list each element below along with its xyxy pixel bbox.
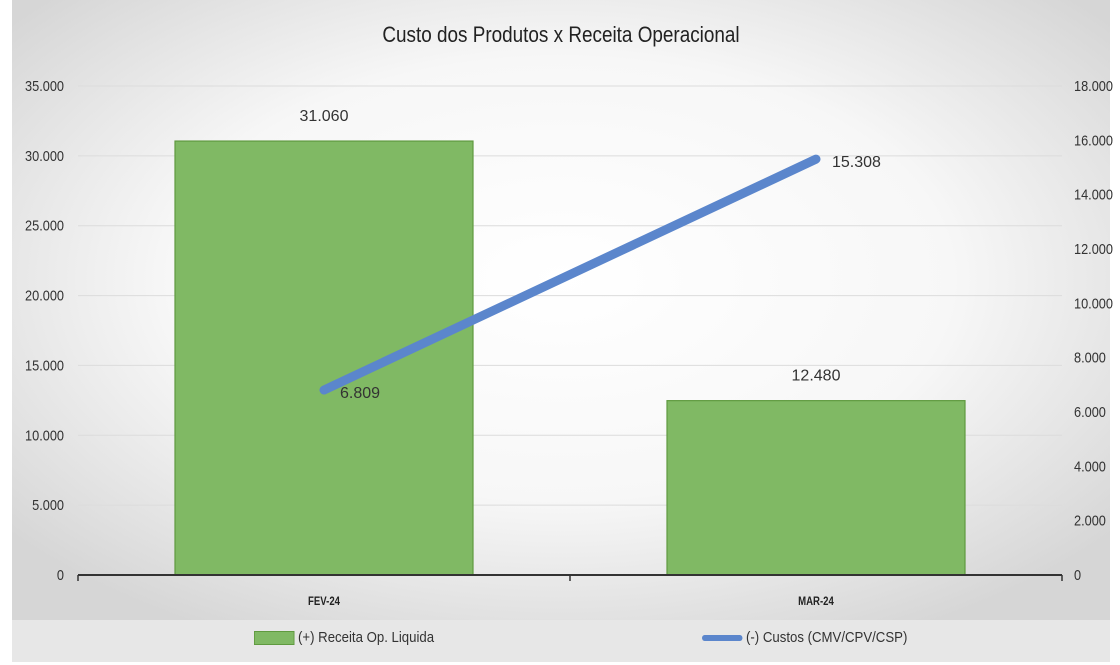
legend-label-receita: (+) Receita Op. Liquida (298, 629, 435, 646)
y-right-tick-label: 18.000 (1074, 77, 1113, 94)
legend: (+) Receita Op. Liquida (-) Custos (CMV/… (12, 620, 1110, 662)
y-left-tick-label: 25.000 (25, 217, 64, 234)
y-right-tick-label: 10.000 (1074, 294, 1113, 311)
line-value-label: 15.308 (832, 154, 881, 171)
x-tick-label: MAR-24 (798, 595, 834, 608)
axes: 0 5.000 10.000 15.000 20.000 25.000 30.000 35.0… (25, 77, 1113, 608)
legend-swatch-bar (254, 630, 295, 645)
legend-swatch-line (702, 634, 743, 641)
y-right-tick-label: 6.000 (1074, 403, 1106, 420)
y-right-tick-label: 4.000 (1074, 457, 1106, 474)
y-right-tick-label: 8.000 (1074, 349, 1106, 366)
bar-series (174, 140, 966, 576)
y-right-tick-label: 12.000 (1074, 240, 1113, 257)
y-right-tick-label: 16.000 (1074, 131, 1113, 148)
y-left-tick-label: 15.000 (25, 356, 64, 373)
y-left-tick-label: 5.000 (32, 496, 64, 513)
y-left-tick-label: 30.000 (25, 147, 64, 164)
y-right-tick-label: 2.000 (1074, 512, 1106, 529)
y-left-tick-label: 20.000 (25, 287, 64, 304)
chart-title: Custo dos Produtos x Receita Operacional (382, 23, 739, 48)
line-point (812, 155, 820, 164)
data-labels: 31.060 12.480 6.809 15.308 (300, 108, 882, 402)
line-series (319, 154, 821, 395)
bar-value-label: 12.480 (792, 368, 841, 385)
line-value-label: 6.809 (340, 385, 380, 402)
y-left-tick-label: 35.000 (25, 77, 64, 94)
combo-chart: Custo dos Produtos x Receita Operacional… (12, 0, 1113, 620)
bar (666, 400, 966, 576)
line-point (320, 386, 328, 395)
y-left-tick-label: 10.000 (25, 426, 64, 443)
y-right-tick-label: 0 (1074, 566, 1081, 583)
series-line (319, 154, 821, 395)
legend-item-custos: (-) Custos (CMV/CPV/CSP) (702, 629, 907, 646)
bar-value-label: 31.060 (300, 108, 349, 125)
legend-item-receita: (+) Receita Op. Liquida (254, 629, 434, 646)
bar (174, 140, 474, 576)
y-left-tick-label: 0 (57, 566, 64, 583)
x-tick-label: FEV-24 (308, 595, 340, 608)
legend-label-custos: (-) Custos (CMV/CPV/CSP) (746, 629, 908, 646)
y-right-tick-label: 14.000 (1074, 186, 1113, 203)
